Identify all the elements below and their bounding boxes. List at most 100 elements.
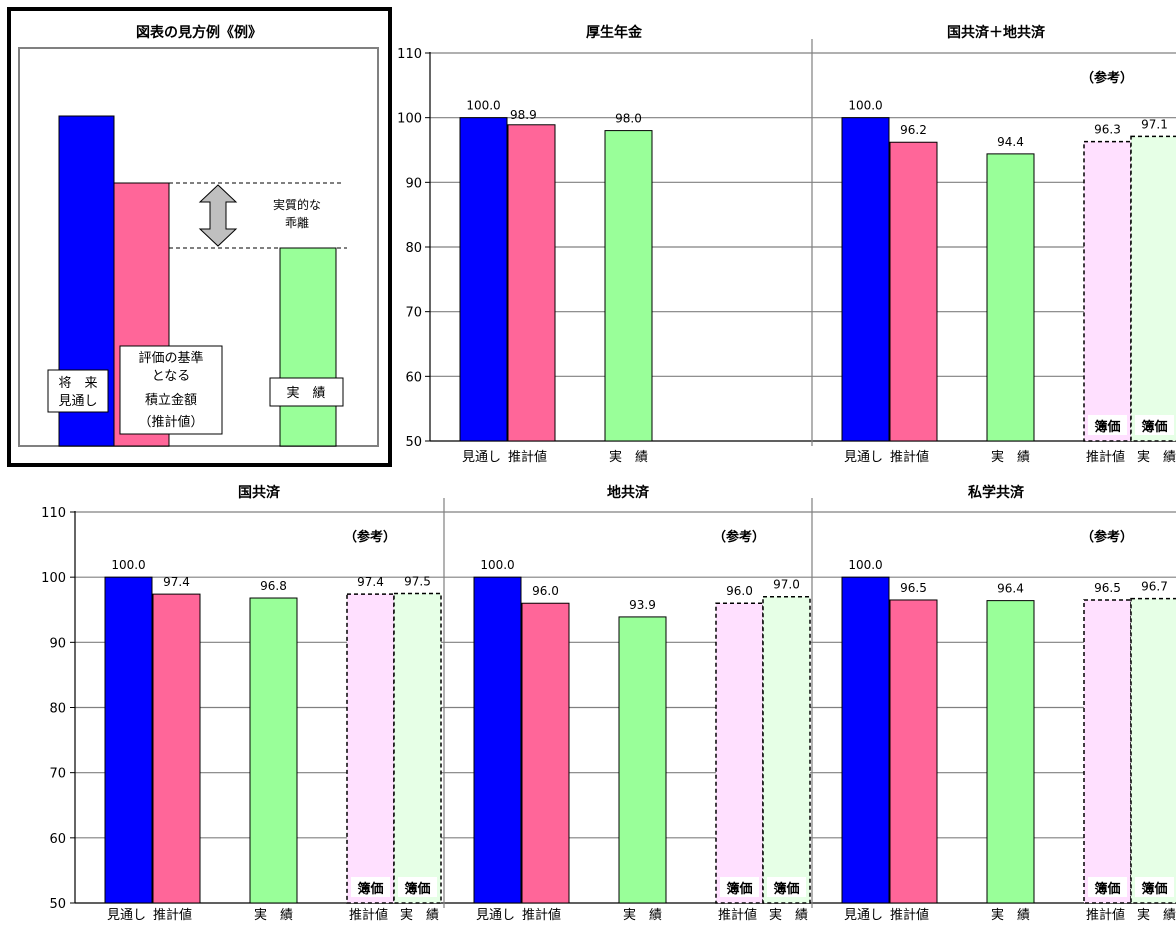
value-label: 96.0 [532, 584, 559, 598]
panel-title: 地共済 [607, 484, 650, 501]
x-category-label: 推計値 [522, 907, 561, 923]
legend-future-label-2: 見通し [58, 394, 97, 409]
x-category-label: 実 績 [609, 449, 648, 465]
x-category-label: 見通し [107, 908, 146, 923]
bar [841, 117, 890, 442]
value-label: 96.5 [900, 581, 927, 595]
book-value-bar [1130, 135, 1176, 442]
legend-estimate-label-box [119, 345, 223, 435]
x-category-label: 実 績 [769, 907, 808, 923]
x-category-label: 推計値 [890, 449, 929, 465]
bar [521, 602, 570, 904]
legend-gap-label-2: 乖離 [285, 216, 309, 230]
chart-row: 50 60 70 80 90 100 110 国共済 （参考） 100.0 見通し 97.4 推計値 96… [41, 484, 1176, 923]
legend-actual-label: 実 績 [286, 385, 325, 401]
chart-panel: 国共済＋地共済 （参考） 100.0 見通し 96.2 推計値 94.4 実 績 96.3 簿価推… [811, 24, 1176, 465]
y-tick-label: 70 [49, 767, 66, 782]
x-category-label: 推計値 [1086, 907, 1125, 923]
y-tick-label: 100 [397, 112, 422, 127]
x-category-label: 推計値 [508, 449, 547, 465]
bar-chart-panels: 50 60 70 80 90 100 110 厚生年金 100.0 見通し 98.9 推計値 98.0 実… [41, 24, 1176, 923]
panel-title: 私学共済 [968, 484, 1025, 501]
legend-gap-label-1: 実質的な [273, 197, 321, 212]
x-category-label: 実 績 [991, 449, 1030, 465]
y-tick-label: 100 [41, 571, 66, 586]
y-tick-label: 90 [49, 636, 66, 651]
y-tick-label: 60 [405, 370, 422, 385]
x-category-label: 推計値 [153, 907, 192, 923]
value-label: 96.0 [726, 584, 753, 598]
reference-note: （参考） [1081, 529, 1133, 545]
book-value-bar [762, 595, 811, 904]
value-label: 94.4 [997, 135, 1024, 149]
y-tick-label: 80 [405, 241, 422, 256]
x-category-label: 見通し [462, 450, 501, 465]
x-category-label: 実 績 [254, 907, 293, 923]
bar [507, 124, 556, 442]
book-value-label: 簿価 [726, 881, 752, 897]
x-category-label: 見通し [844, 908, 883, 923]
book-value-label-bg [351, 877, 390, 897]
value-label: 96.4 [997, 582, 1024, 596]
bar [473, 576, 522, 904]
y-tick-label: 50 [49, 897, 66, 912]
value-label: 97.4 [163, 575, 190, 589]
book-value-bar [1083, 140, 1132, 442]
value-label: 96.2 [900, 123, 927, 137]
book-value-label: 簿価 [773, 881, 799, 897]
bar [986, 600, 1035, 904]
value-label: 100.0 [466, 99, 500, 113]
bar [249, 597, 298, 904]
bar [459, 117, 508, 442]
value-label: 96.7 [1141, 580, 1168, 594]
book-value-label-bg [767, 877, 806, 897]
panel-title: 国共済 [238, 484, 281, 501]
y-tick-label: 110 [397, 47, 422, 62]
panel-title: 国共済＋地共済 [947, 24, 1046, 41]
value-label: 96.8 [260, 579, 287, 593]
book-value-label: 簿価 [1141, 881, 1167, 897]
value-label: 97.4 [357, 575, 384, 589]
book-value-label-bg [398, 877, 437, 897]
legend-estimate-label-4: （推計値） [138, 414, 203, 430]
book-value-bar [346, 593, 395, 904]
x-category-label: 実 績 [991, 907, 1030, 923]
bar [889, 141, 938, 442]
book-value-bar [1083, 599, 1132, 904]
x-category-label: 実 績 [1137, 449, 1176, 465]
book-value-label-bg [1135, 415, 1174, 435]
x-category-label: 実 績 [623, 907, 662, 923]
legend-estimate-label-1: 評価の基準 [138, 350, 203, 366]
y-tick-label: 60 [49, 832, 66, 847]
legend-future-label-1: 将 来 [58, 376, 97, 391]
x-category-label: 実 績 [1137, 907, 1176, 923]
chart-row: 50 60 70 80 90 100 110 厚生年金 100.0 見通し 98.9 推計値 98.0 実… [397, 24, 1176, 465]
value-label: 93.9 [629, 598, 656, 612]
value-label: 97.5 [404, 574, 431, 588]
x-category-label: 推計値 [890, 907, 929, 923]
book-value-bar [1130, 597, 1176, 904]
reference-note: （参考） [713, 529, 765, 545]
x-category-label: 推計値 [349, 907, 388, 923]
value-label: 100.0 [111, 558, 145, 572]
reference-note: （参考） [1081, 70, 1133, 86]
y-tick-label: 80 [49, 702, 66, 717]
legend-box-title: 図表の見方例《例》 [136, 24, 262, 41]
x-category-label: 推計値 [1086, 449, 1125, 465]
value-label: 98.9 [510, 108, 537, 122]
x-category-label: 見通し [476, 908, 515, 923]
value-label: 97.1 [1141, 117, 1168, 131]
x-category-label: 実 績 [400, 907, 439, 923]
legend-future-label-box [47, 369, 109, 413]
book-value-label: 簿価 [1094, 419, 1120, 435]
book-value-label: 簿価 [404, 881, 430, 897]
value-label: 100.0 [848, 558, 882, 572]
value-label: 98.0 [615, 112, 642, 126]
bar [841, 576, 890, 904]
book-value-label-bg [720, 877, 759, 897]
legend-box: 図表の見方例《例》 実質的な 乖離 将 来 見通し 評価の基準 となる 積立金額… [7, 7, 392, 467]
legend-gap-double-arrow-icon [198, 184, 238, 247]
